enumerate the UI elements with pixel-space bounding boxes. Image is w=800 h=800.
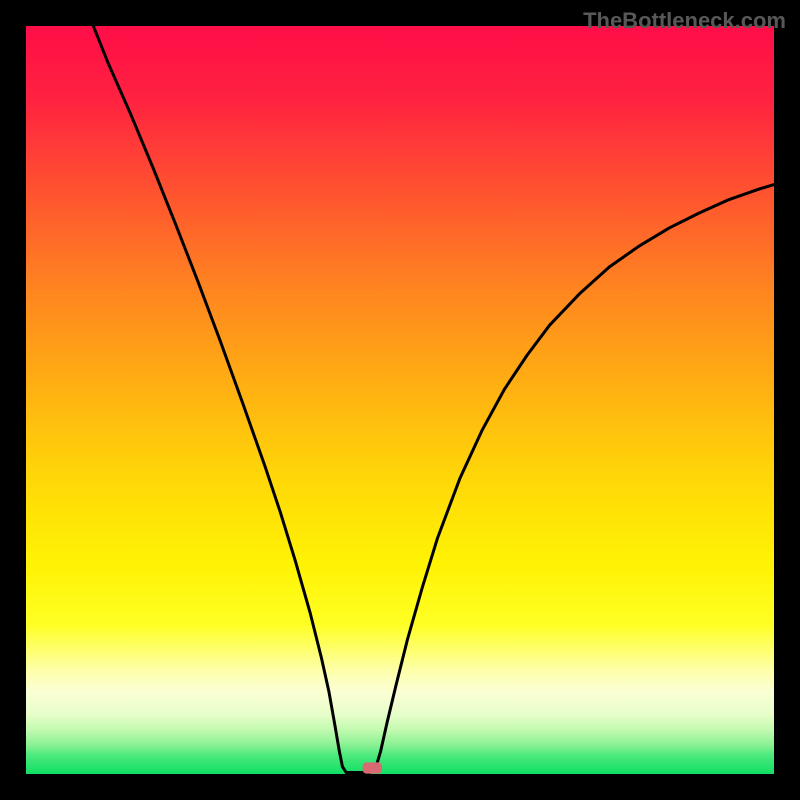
bottleneck-chart xyxy=(0,0,800,800)
gradient-background xyxy=(26,26,774,774)
optimal-marker xyxy=(363,762,382,773)
watermark-label: TheBottleneck.com xyxy=(583,8,786,34)
chart-container: TheBottleneck.com xyxy=(0,0,800,800)
